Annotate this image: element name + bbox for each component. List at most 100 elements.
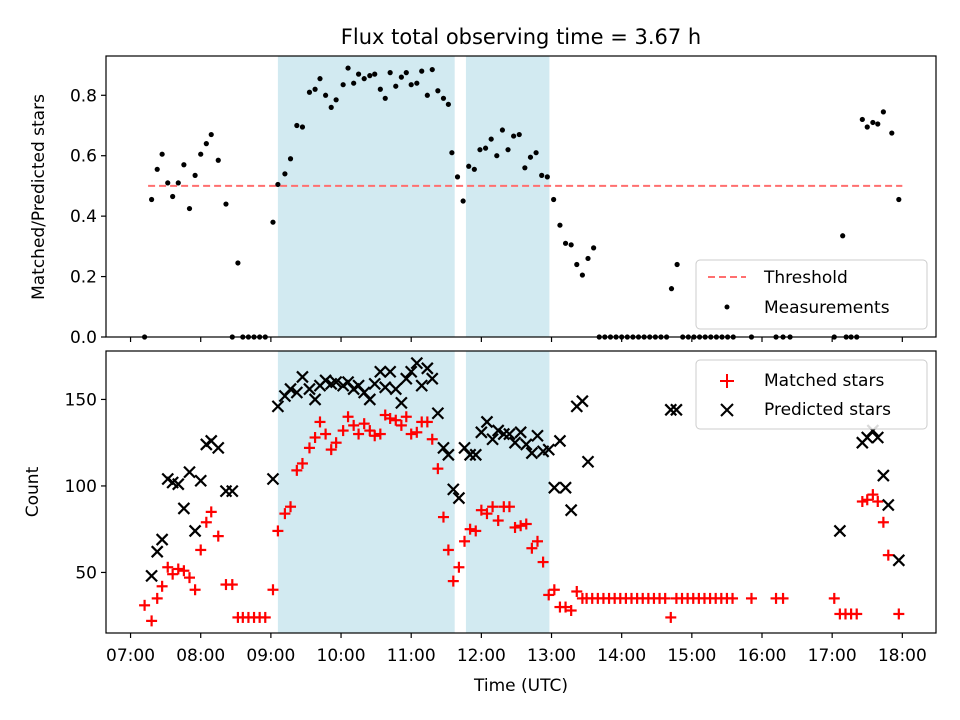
measurement-point — [299, 124, 306, 130]
top-ytick-label: 0.8 — [70, 86, 97, 106]
matched-star-point — [411, 426, 423, 438]
measurement-point — [674, 261, 680, 268]
predicted-star-point — [329, 375, 343, 389]
predicted-star-point — [183, 465, 196, 479]
predicted-star-point — [469, 448, 483, 462]
measurement-point — [282, 171, 288, 177]
matched-star-point — [303, 442, 315, 454]
measurement-point — [557, 222, 563, 228]
predicted-star-point — [368, 377, 381, 391]
predicted-star-point — [308, 393, 322, 406]
matched-star-point — [503, 501, 515, 513]
measurement-point — [361, 76, 367, 82]
measurement-point — [333, 97, 339, 103]
measurement-point — [482, 145, 489, 151]
measurement-point — [340, 82, 346, 88]
matched-star-point — [151, 592, 163, 604]
predicted-star-point — [833, 524, 847, 538]
bottom-xtick-label: 12:00 — [457, 646, 506, 666]
bottom-ytick-label: 150 — [65, 390, 97, 410]
matched-star-point — [285, 501, 297, 513]
matched-star-point — [267, 584, 279, 596]
predicted-star-point — [425, 372, 439, 385]
predicted-star-point — [670, 403, 683, 417]
measurement-point — [591, 245, 597, 251]
bottom-axes-frame — [105, 350, 937, 634]
measurement-point — [323, 92, 329, 98]
predicted-star-point — [389, 382, 403, 396]
matched-star-point — [659, 592, 671, 604]
measurement-point — [454, 174, 461, 180]
bottom-y-ticks: 50 100 150 — [65, 390, 106, 583]
measurement-point — [306, 89, 313, 95]
measurement-point — [466, 163, 472, 169]
top-ytick-label: 0.0 — [70, 328, 97, 348]
measurement-point — [345, 65, 351, 71]
predicted-star-point — [271, 400, 285, 413]
predicted-star-point — [437, 441, 450, 455]
matched-star-point — [189, 584, 201, 596]
measurement-point — [355, 71, 362, 77]
predicted-star-point — [383, 365, 397, 379]
matched-star-point — [453, 561, 465, 573]
bottom-x-ticks: 07:00 08:00 09:00 10:00 11:00 12:00 13:00 14:00… — [106, 633, 927, 666]
measurement-point — [870, 119, 876, 126]
measurement-point — [460, 198, 466, 204]
matched-star-point — [167, 568, 179, 580]
predicted-star-point — [882, 498, 895, 512]
measurement-point — [499, 127, 506, 133]
bottom-xtick-label: 08:00 — [176, 646, 225, 666]
measurement-point — [154, 166, 160, 172]
predicted-star-point — [374, 365, 387, 379]
predicted-star-point — [542, 443, 555, 456]
predicted-star-point — [421, 362, 434, 375]
measurement-point — [414, 80, 420, 86]
measurement-point — [377, 86, 383, 92]
predicted-star-point — [553, 434, 567, 448]
matched-star-point — [851, 608, 863, 620]
matched-star-point — [374, 428, 386, 440]
matched-star-point — [560, 601, 572, 613]
matched-star-point — [400, 411, 412, 423]
measurement-point — [859, 116, 865, 123]
measurement-point — [527, 154, 534, 160]
predicted-star-point — [525, 446, 539, 460]
measurement-point — [445, 101, 451, 107]
measurement-point — [351, 80, 357, 86]
top-y-ticks: 0.0 0.2 0.4 0.6 0.8 — [70, 86, 106, 348]
matched-star-point — [882, 549, 894, 561]
bottom-xtick-label: 15:00 — [667, 646, 716, 666]
measurement-point — [382, 95, 388, 101]
measurement-point — [408, 82, 414, 88]
matched-star-point — [828, 592, 840, 604]
matched-star-point — [156, 580, 168, 592]
matched-star-point — [421, 416, 433, 428]
measurement-point — [440, 95, 447, 101]
bottom-xtick-label: 11:00 — [387, 646, 436, 666]
matched-star-point — [442, 544, 454, 556]
matched-star-point — [146, 615, 158, 627]
predicted-star-point — [404, 365, 418, 379]
matched-star-point — [548, 584, 560, 596]
measurement-point — [317, 76, 323, 82]
predicted-star-point — [452, 491, 466, 505]
bottom-legend-box — [695, 359, 928, 430]
predicted-star-point — [415, 379, 429, 392]
predicted-star-point — [171, 477, 185, 491]
matched-star-point — [856, 496, 868, 508]
bottom-ylabel: Count — [23, 466, 43, 517]
chart-title: Flux total observing time = 3.67 h — [341, 25, 701, 49]
measurement-point — [203, 141, 209, 147]
top-legend: Threshold Measurements — [695, 259, 928, 330]
top-ytick-label: 0.2 — [70, 268, 97, 288]
matched-star-point — [565, 605, 577, 617]
measurement-point — [562, 240, 569, 246]
predicted-star-point — [497, 427, 511, 441]
predicted-star-point — [284, 382, 297, 396]
predicted-star-point — [395, 396, 408, 410]
bottom-panel: 50 100 150 07:00 08:00 09:00 10:00 11:00 12:00 1… — [23, 350, 937, 696]
measurement-point — [270, 219, 276, 225]
top-ylabel: Matched/Predicted stars — [29, 94, 49, 300]
predicted-star-point — [155, 533, 169, 546]
measurement-point — [367, 73, 373, 79]
